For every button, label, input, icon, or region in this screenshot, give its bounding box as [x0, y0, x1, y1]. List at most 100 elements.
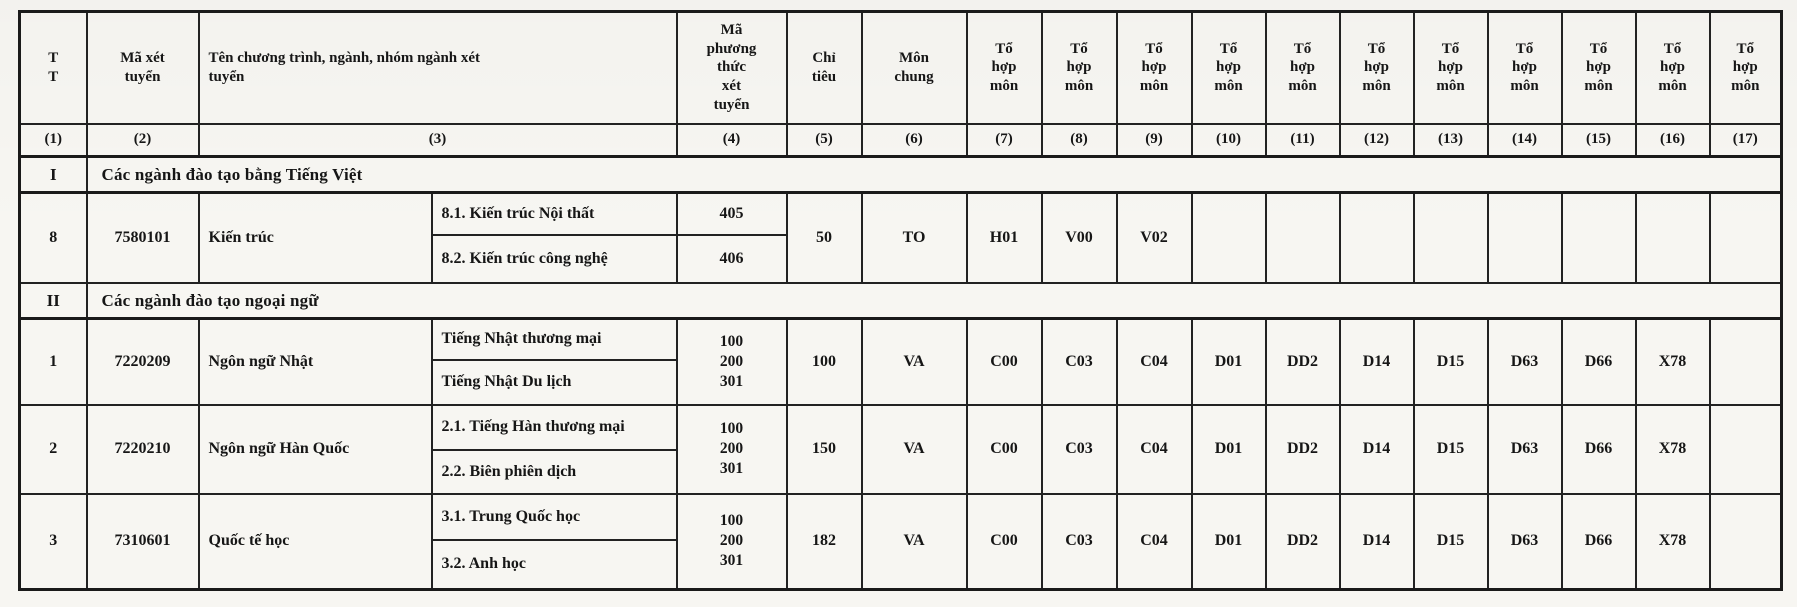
combo-cell: D15	[1412, 317, 1489, 406]
tt-cell: 8	[18, 191, 88, 284]
quota-cell: 100	[785, 317, 863, 406]
combo-cell: X78	[1634, 317, 1711, 406]
program-name-cell: 8.1. Kiến trúc Nội thất	[430, 191, 678, 236]
tt-cell: 3	[18, 492, 88, 591]
col-num: (7)	[965, 122, 1043, 158]
header-to-hop-mon: Tổ hợp môn	[1708, 10, 1783, 125]
combo-cell: X78	[1634, 403, 1711, 495]
table-row: 3 7310601 Quốc tế học 3.1. Trung Quốc họ…	[18, 492, 1783, 591]
col-num: (16)	[1634, 122, 1711, 158]
col-num: (17)	[1708, 122, 1783, 158]
header-to-hop-mon: Tổ hợp môn	[1560, 10, 1637, 125]
header-to-hop-mon: Tổ hợp môn	[1634, 10, 1711, 125]
combo-cell: D15	[1412, 403, 1489, 495]
header-chi-tieu: Chỉ tiêu	[785, 10, 863, 125]
combo-cell: D14	[1338, 403, 1415, 495]
col-num: (10)	[1190, 122, 1267, 158]
section-roman: II	[18, 281, 88, 320]
combo-cell	[1708, 403, 1783, 495]
combo-cell	[1708, 191, 1783, 284]
combo-cell: C00	[965, 403, 1043, 495]
col-num: (6)	[860, 122, 968, 158]
header-ma-phuong-thuc: Mã phương thức xét tuyển	[675, 10, 788, 125]
combo-cell: D66	[1560, 317, 1637, 406]
quota-cell: 182	[785, 492, 863, 591]
combo-cell: D66	[1560, 492, 1637, 591]
col-num: (5)	[785, 122, 863, 158]
header-tt: T T	[18, 10, 88, 125]
col-num: (8)	[1040, 122, 1118, 158]
program-name-cell: 2.1. Tiếng Hàn thương mại	[430, 403, 678, 451]
section-row-I: I Các ngành đào tạo bằng Tiếng Việt	[18, 155, 1783, 194]
combo-cell: C00	[965, 317, 1043, 406]
combo-cell: DD2	[1264, 492, 1341, 591]
combo-cell	[1264, 191, 1341, 284]
header-to-hop-mon: Tổ hợp môn	[1190, 10, 1267, 125]
program-name-cell: 3.1. Trung Quốc học	[430, 492, 678, 541]
table-subrow: 2.2. Biên phiên dịch	[20, 448, 1782, 495]
section-title: Các ngành đào tạo ngoại ngữ	[85, 281, 1783, 320]
combo-cell: D63	[1486, 492, 1563, 591]
section-roman: I	[18, 155, 88, 194]
header-to-hop-mon: Tổ hợp môn	[1264, 10, 1341, 125]
col-num: (15)	[1560, 122, 1637, 158]
combo-cell: H01	[965, 191, 1043, 284]
combo-cell: D01	[1190, 492, 1267, 591]
col-num: (1)	[18, 122, 88, 158]
combo-cell: C04	[1115, 492, 1193, 591]
col-num: (3)	[197, 122, 678, 158]
column-number-row: (1) (2) (3) (4) (5) (6) (7) (8) (9) (10)…	[18, 122, 1783, 158]
table-subrow: 8.2. Kiến trúc công nghệ 406	[20, 233, 1782, 284]
col-num: (14)	[1486, 122, 1563, 158]
table-row: 2 7220210 Ngôn ngữ Hàn Quốc 2.1. Tiếng H…	[18, 403, 1783, 495]
combo-cell: DD2	[1264, 317, 1341, 406]
col-num: (13)	[1412, 122, 1489, 158]
header-to-hop-mon: Tổ hợp môn	[1486, 10, 1563, 125]
program-name-cell: 8.2. Kiến trúc công nghệ	[430, 233, 678, 284]
header-mon-chung: Môn chung	[860, 10, 968, 125]
combo-cell: C03	[1040, 403, 1118, 495]
combo-cell: D15	[1412, 492, 1489, 591]
common-subject-cell: VA	[860, 403, 968, 495]
combo-cell: C00	[965, 492, 1043, 591]
table-subrow: 3.2. Anh học	[20, 538, 1782, 591]
header-to-hop-mon: Tổ hợp môn	[1338, 10, 1415, 125]
header-ten-chuong-trinh: Tên chương trình, ngành, nhóm ngành xét …	[197, 10, 678, 125]
method-code-cell: 405	[675, 191, 788, 236]
header-row: T T Mã xét tuyển Tên chương trình, ngành…	[18, 10, 1783, 125]
major-name-cell: Kiến trúc	[197, 191, 433, 284]
method-code-cell: 100 200 301	[675, 492, 788, 591]
combo-cell	[1486, 191, 1563, 284]
program-name-cell: Tiếng Nhật Du lịch	[430, 358, 678, 406]
header-ma-xet-tuyen: Mã xét tuyển	[85, 10, 200, 125]
quota-cell: 150	[785, 403, 863, 495]
major-code-cell: 7220209	[85, 317, 200, 406]
major-code-cell: 7310601	[85, 492, 200, 591]
combo-cell: D63	[1486, 317, 1563, 406]
quota-cell: 50	[785, 191, 863, 284]
col-num: (2)	[85, 122, 200, 158]
combo-cell	[1412, 191, 1489, 284]
header-to-hop-mon: Tổ hợp môn	[1412, 10, 1489, 125]
combo-cell: X78	[1634, 492, 1711, 591]
combo-cell: D01	[1190, 317, 1267, 406]
program-name-cell: 3.2. Anh học	[430, 538, 678, 591]
major-name-cell: Ngôn ngữ Hàn Quốc	[197, 403, 433, 495]
major-code-cell: 7580101	[85, 191, 200, 284]
header-to-hop-mon: Tổ hợp môn	[1040, 10, 1118, 125]
combo-cell: V00	[1040, 191, 1118, 284]
combo-cell: C04	[1115, 403, 1193, 495]
section-title: Các ngành đào tạo bằng Tiếng Việt	[85, 155, 1783, 194]
table-subrow: Tiếng Nhật Du lịch	[20, 358, 1782, 406]
combo-cell: DD2	[1264, 403, 1341, 495]
admissions-table: T T Mã xét tuyển Tên chương trình, ngành…	[18, 10, 1783, 591]
table-row: 1 7220209 Ngôn ngữ Nhật Tiếng Nhật thươn…	[18, 317, 1783, 406]
combo-cell	[1634, 191, 1711, 284]
col-num: (11)	[1264, 122, 1341, 158]
major-name-cell: Quốc tế học	[197, 492, 433, 591]
combo-cell	[1190, 191, 1267, 284]
col-num: (12)	[1338, 122, 1415, 158]
combo-cell: D66	[1560, 403, 1637, 495]
program-name-cell: 2.2. Biên phiên dịch	[430, 448, 678, 495]
